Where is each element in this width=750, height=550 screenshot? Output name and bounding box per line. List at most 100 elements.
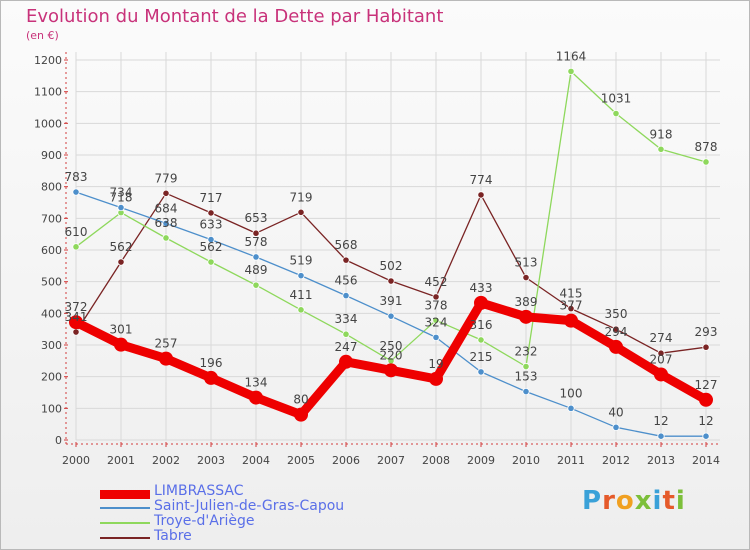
data-point <box>702 343 710 351</box>
data-point <box>342 291 350 300</box>
legend-item-troye: Troye-d'Ariège <box>100 513 430 529</box>
x-tick-label: 2008 <box>422 454 450 467</box>
data-point <box>387 312 395 320</box>
data-point <box>69 315 83 330</box>
y-tick-label: 500 <box>41 276 62 289</box>
y-tick-label: 300 <box>41 339 62 352</box>
data-point <box>612 423 620 431</box>
data-label: 19 <box>428 357 443 371</box>
y-tick-label: 100 <box>41 402 62 415</box>
proxiti-logo: Proxiti <box>582 486 686 516</box>
data-label: 40 <box>608 405 623 419</box>
data-label: 1164 <box>556 49 587 63</box>
data-label: 653 <box>245 211 268 225</box>
data-point <box>204 370 218 385</box>
data-point <box>657 349 665 357</box>
x-tick-label: 2010 <box>512 454 540 467</box>
data-label: 220 <box>380 348 403 362</box>
data-point <box>339 354 353 369</box>
legend-label-saint-julien: Saint-Julien-de-Gras-Capou <box>154 498 345 514</box>
data-label: 433 <box>470 281 493 295</box>
x-tick-label: 2012 <box>602 454 630 467</box>
y-tick-label: 1100 <box>34 86 62 99</box>
data-label: 391 <box>380 294 403 308</box>
legend-label-tabre: Tabre <box>154 528 192 544</box>
data-point <box>702 432 710 440</box>
data-label: 638 <box>155 216 178 230</box>
data-label: 12 <box>653 414 668 428</box>
data-label: 232 <box>515 345 538 359</box>
data-label: 568 <box>335 238 358 252</box>
data-label: 774 <box>470 173 493 187</box>
x-tick-label: 2007 <box>377 454 405 467</box>
data-label: 294 <box>605 325 628 339</box>
data-label: 215 <box>470 350 493 364</box>
data-label: 783 <box>65 170 88 184</box>
data-point <box>297 306 305 314</box>
data-point <box>207 209 215 217</box>
data-label: 12 <box>698 414 713 428</box>
data-point <box>657 432 665 440</box>
data-label: 341 <box>65 310 88 324</box>
data-point <box>609 339 623 354</box>
data-label: 127 <box>695 378 718 392</box>
data-label: 274 <box>650 331 673 345</box>
data-point <box>297 272 305 280</box>
y-tick-label: 700 <box>41 212 62 225</box>
data-label: 734 <box>110 186 133 200</box>
legend-swatch-saint-julien <box>100 507 150 509</box>
data-label: 350 <box>605 307 628 321</box>
legend-label-troye: Troye-d'Ariège <box>154 513 255 529</box>
data-label: 502 <box>380 259 403 273</box>
y-tick-label: 900 <box>41 149 62 162</box>
data-label: 80 <box>293 393 308 407</box>
data-point <box>477 336 485 344</box>
x-tick-label: 2003 <box>197 454 225 467</box>
data-label: 316 <box>470 318 493 332</box>
data-label: 372 <box>65 300 88 314</box>
data-label: 411 <box>290 288 313 302</box>
x-tick-label: 2005 <box>287 454 315 467</box>
data-point <box>477 368 485 376</box>
data-label: 684 <box>155 201 178 215</box>
legend-label-limbrassac: LIMBRASSAC <box>154 483 244 499</box>
data-point <box>72 328 80 336</box>
x-tick-label: 2011 <box>557 454 585 467</box>
data-label: 519 <box>290 254 313 268</box>
data-label: 489 <box>245 263 268 277</box>
data-label: 301 <box>110 323 133 337</box>
data-point <box>117 258 125 266</box>
legend-item-saint-julien: Saint-Julien-de-Gras-Capou <box>100 498 430 514</box>
data-label: 207 <box>650 352 673 366</box>
data-label: 578 <box>245 235 268 249</box>
data-point <box>429 371 443 386</box>
data-point <box>522 387 530 396</box>
data-point <box>114 337 128 352</box>
data-label: 134 <box>245 376 268 390</box>
data-label: 153 <box>515 370 538 384</box>
y-tick-label: 200 <box>41 371 62 384</box>
data-label: 918 <box>650 127 673 141</box>
data-point <box>252 281 260 289</box>
legend-swatch-limbrassac <box>100 490 150 499</box>
data-label: 1031 <box>601 92 632 106</box>
data-point <box>432 333 440 341</box>
data-label: 324 <box>425 315 448 329</box>
data-label: 717 <box>200 191 223 205</box>
x-tick-label: 2013 <box>647 454 675 467</box>
data-point <box>117 203 125 212</box>
data-point <box>522 273 530 282</box>
x-tick-label: 2001 <box>107 454 135 467</box>
data-point <box>72 188 80 196</box>
data-point <box>342 330 350 338</box>
x-tick-label: 2000 <box>62 454 90 467</box>
data-label: 247 <box>335 340 358 354</box>
data-point <box>657 145 665 153</box>
data-point <box>252 253 260 261</box>
x-tick-label: 2006 <box>332 454 360 467</box>
data-point <box>162 219 170 227</box>
data-label: 257 <box>155 337 178 351</box>
data-point <box>474 295 488 310</box>
x-tick-label: 2002 <box>152 454 180 467</box>
